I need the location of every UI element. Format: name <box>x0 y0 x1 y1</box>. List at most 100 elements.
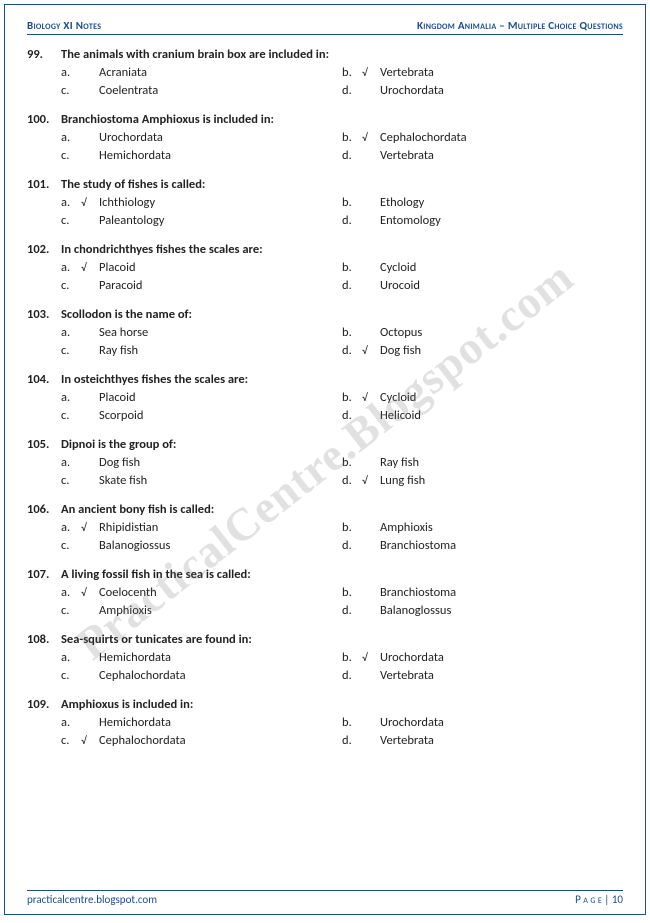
option-value: Placoid <box>99 260 136 275</box>
option: c.Paracoid <box>61 278 342 293</box>
option-value: Cephalochordata <box>99 668 186 683</box>
footer-left: practicalcentre.blogspot.com <box>27 893 157 906</box>
question-header: 107.A living fossil fish in the sea is c… <box>27 567 623 582</box>
option-letter: c. <box>61 733 81 748</box>
option-letter: c. <box>61 408 81 423</box>
option: b.Octopus <box>342 325 623 340</box>
option: a.Acraniata <box>61 65 342 80</box>
option-value: Helicoid <box>380 408 421 423</box>
question-number: 101. <box>27 177 61 192</box>
option: b.Amphioxis <box>342 520 623 535</box>
option-letter: c. <box>61 213 81 228</box>
question: 109.Amphioxus is included in: a.Hemichord… <box>27 697 623 748</box>
check-icon: √ <box>81 196 99 209</box>
option: d.Vertebrata <box>342 148 623 163</box>
option-letter: a. <box>61 455 81 470</box>
option-letter: c. <box>61 603 81 618</box>
option: a.Urochordata <box>61 130 342 145</box>
option-letter: a. <box>61 650 81 665</box>
option-value: Urocoid <box>380 278 420 293</box>
option-letter: d. <box>342 408 362 423</box>
option-value: Entomology <box>380 213 441 228</box>
page-header: Biology XI Notes Kingdom Animalia – Mult… <box>27 19 623 35</box>
option-letter: b. <box>342 455 362 470</box>
option: b.√Urochordata <box>342 650 623 665</box>
option: c. Coelentrata <box>61 83 342 98</box>
option-value: Dog fish <box>380 343 421 358</box>
option-letter: a. <box>61 195 81 210</box>
option: d.Vertebrata <box>342 668 623 683</box>
option-letter: b. <box>342 325 362 340</box>
question: 102.In chondrichthyes fishes the scales … <box>27 242 623 293</box>
option-letter: b. <box>342 650 362 665</box>
question-text: Sea-squirts or tunicates are found in: <box>61 632 252 647</box>
option: a. Dog fish <box>61 455 342 470</box>
option: c.Balanogiossus <box>61 538 342 553</box>
option-letter: b. <box>342 715 362 730</box>
question-text: In osteichthyes fishes the scales are: <box>61 372 248 387</box>
option: a.Hemichordata <box>61 715 342 730</box>
question-header: 102.In chondrichthyes fishes the scales … <box>27 242 623 257</box>
option-letter: b. <box>342 130 362 145</box>
options-grid: a.Hemichordatab.√Urochordatac.Cephalocho… <box>27 650 623 683</box>
question-number: 109. <box>27 697 61 712</box>
check-icon: √ <box>362 131 380 144</box>
question-number: 102. <box>27 242 61 257</box>
option: b.Urochordata <box>342 715 623 730</box>
question-number: 105. <box>27 437 61 452</box>
question-text: Scollodon is the name of: <box>61 307 192 322</box>
option-letter: d. <box>342 213 362 228</box>
option-value: Vertebrata <box>380 65 434 80</box>
question-header: 109.Amphioxus is included in: <box>27 697 623 712</box>
option-value: Balanoglossus <box>380 603 451 618</box>
option-value: Ray fish <box>99 343 138 358</box>
option: a.Hemichordata <box>61 650 342 665</box>
options-grid: a.√Coelocenthb.Branchiostomac.Amphioxisd… <box>27 585 623 618</box>
question-header: 103.Scollodon is the name of: <box>27 307 623 322</box>
option-letter: a. <box>61 715 81 730</box>
option: d. Helicoid <box>342 408 623 423</box>
option-value: Amphioxis <box>380 520 433 535</box>
question: 101.The study of fishes is called: a.√Ich… <box>27 177 623 228</box>
option-value: Skate fish <box>99 473 147 488</box>
option-letter: d. <box>342 473 362 488</box>
option: b.√Vertebrata <box>342 65 623 80</box>
option: d.Vertebrata <box>342 733 623 748</box>
question-number: 103. <box>27 307 61 322</box>
option: c.Hemichordata <box>61 148 342 163</box>
option-letter: a. <box>61 130 81 145</box>
option-letter: d. <box>342 538 362 553</box>
check-icon: √ <box>362 66 380 79</box>
options-grid: a.√Placoidb.Cycloidc.Paracoidd.Urocoid <box>27 260 623 293</box>
option-letter: c. <box>61 343 81 358</box>
question-text: Amphioxus is included in: <box>61 697 193 712</box>
options-grid: a.Sea horseb.Octopusc.Ray fishd.√Dog fis… <box>27 325 623 358</box>
option-value: Branchiostoma <box>380 538 456 553</box>
option-value: Acraniata <box>99 65 147 80</box>
option-value: Cephalochordata <box>380 130 467 145</box>
option: b.Ray fish <box>342 455 623 470</box>
option-value: Ethology <box>380 195 424 210</box>
option-letter: c. <box>61 83 81 98</box>
option-value: Coelentrata <box>99 83 158 98</box>
option: c.Paleantology <box>61 213 342 228</box>
option: c.√Cephalochordata <box>61 733 342 748</box>
question: 104.In osteichthyes fishes the scales ar… <box>27 372 623 423</box>
check-icon: √ <box>81 521 99 534</box>
check-icon: √ <box>81 734 99 747</box>
question-header: 101.The study of fishes is called: <box>27 177 623 192</box>
option-value: Dog fish <box>99 455 140 470</box>
check-icon: √ <box>362 474 380 487</box>
question-text: Dipnoi is the group of: <box>61 437 176 452</box>
option-letter: a. <box>61 585 81 600</box>
options-grid: a.Hemichordatab.Urochordatac.√Cephalocho… <box>27 715 623 748</box>
option: b.Cycloid <box>342 260 623 275</box>
option-letter: d. <box>342 148 362 163</box>
option-letter: d. <box>342 668 362 683</box>
options-grid: a.Acraniatab.√Vertebratac.Coelentratad.U… <box>27 65 623 98</box>
question-header: 100.Branchiostoma Amphioxus is included … <box>27 112 623 127</box>
option: a.Placoid <box>61 390 342 405</box>
option: a.√Ichthiology <box>61 195 342 210</box>
option-value: Sea horse <box>99 325 148 340</box>
question-header: 106.An ancient bony fish is called: <box>27 502 623 517</box>
